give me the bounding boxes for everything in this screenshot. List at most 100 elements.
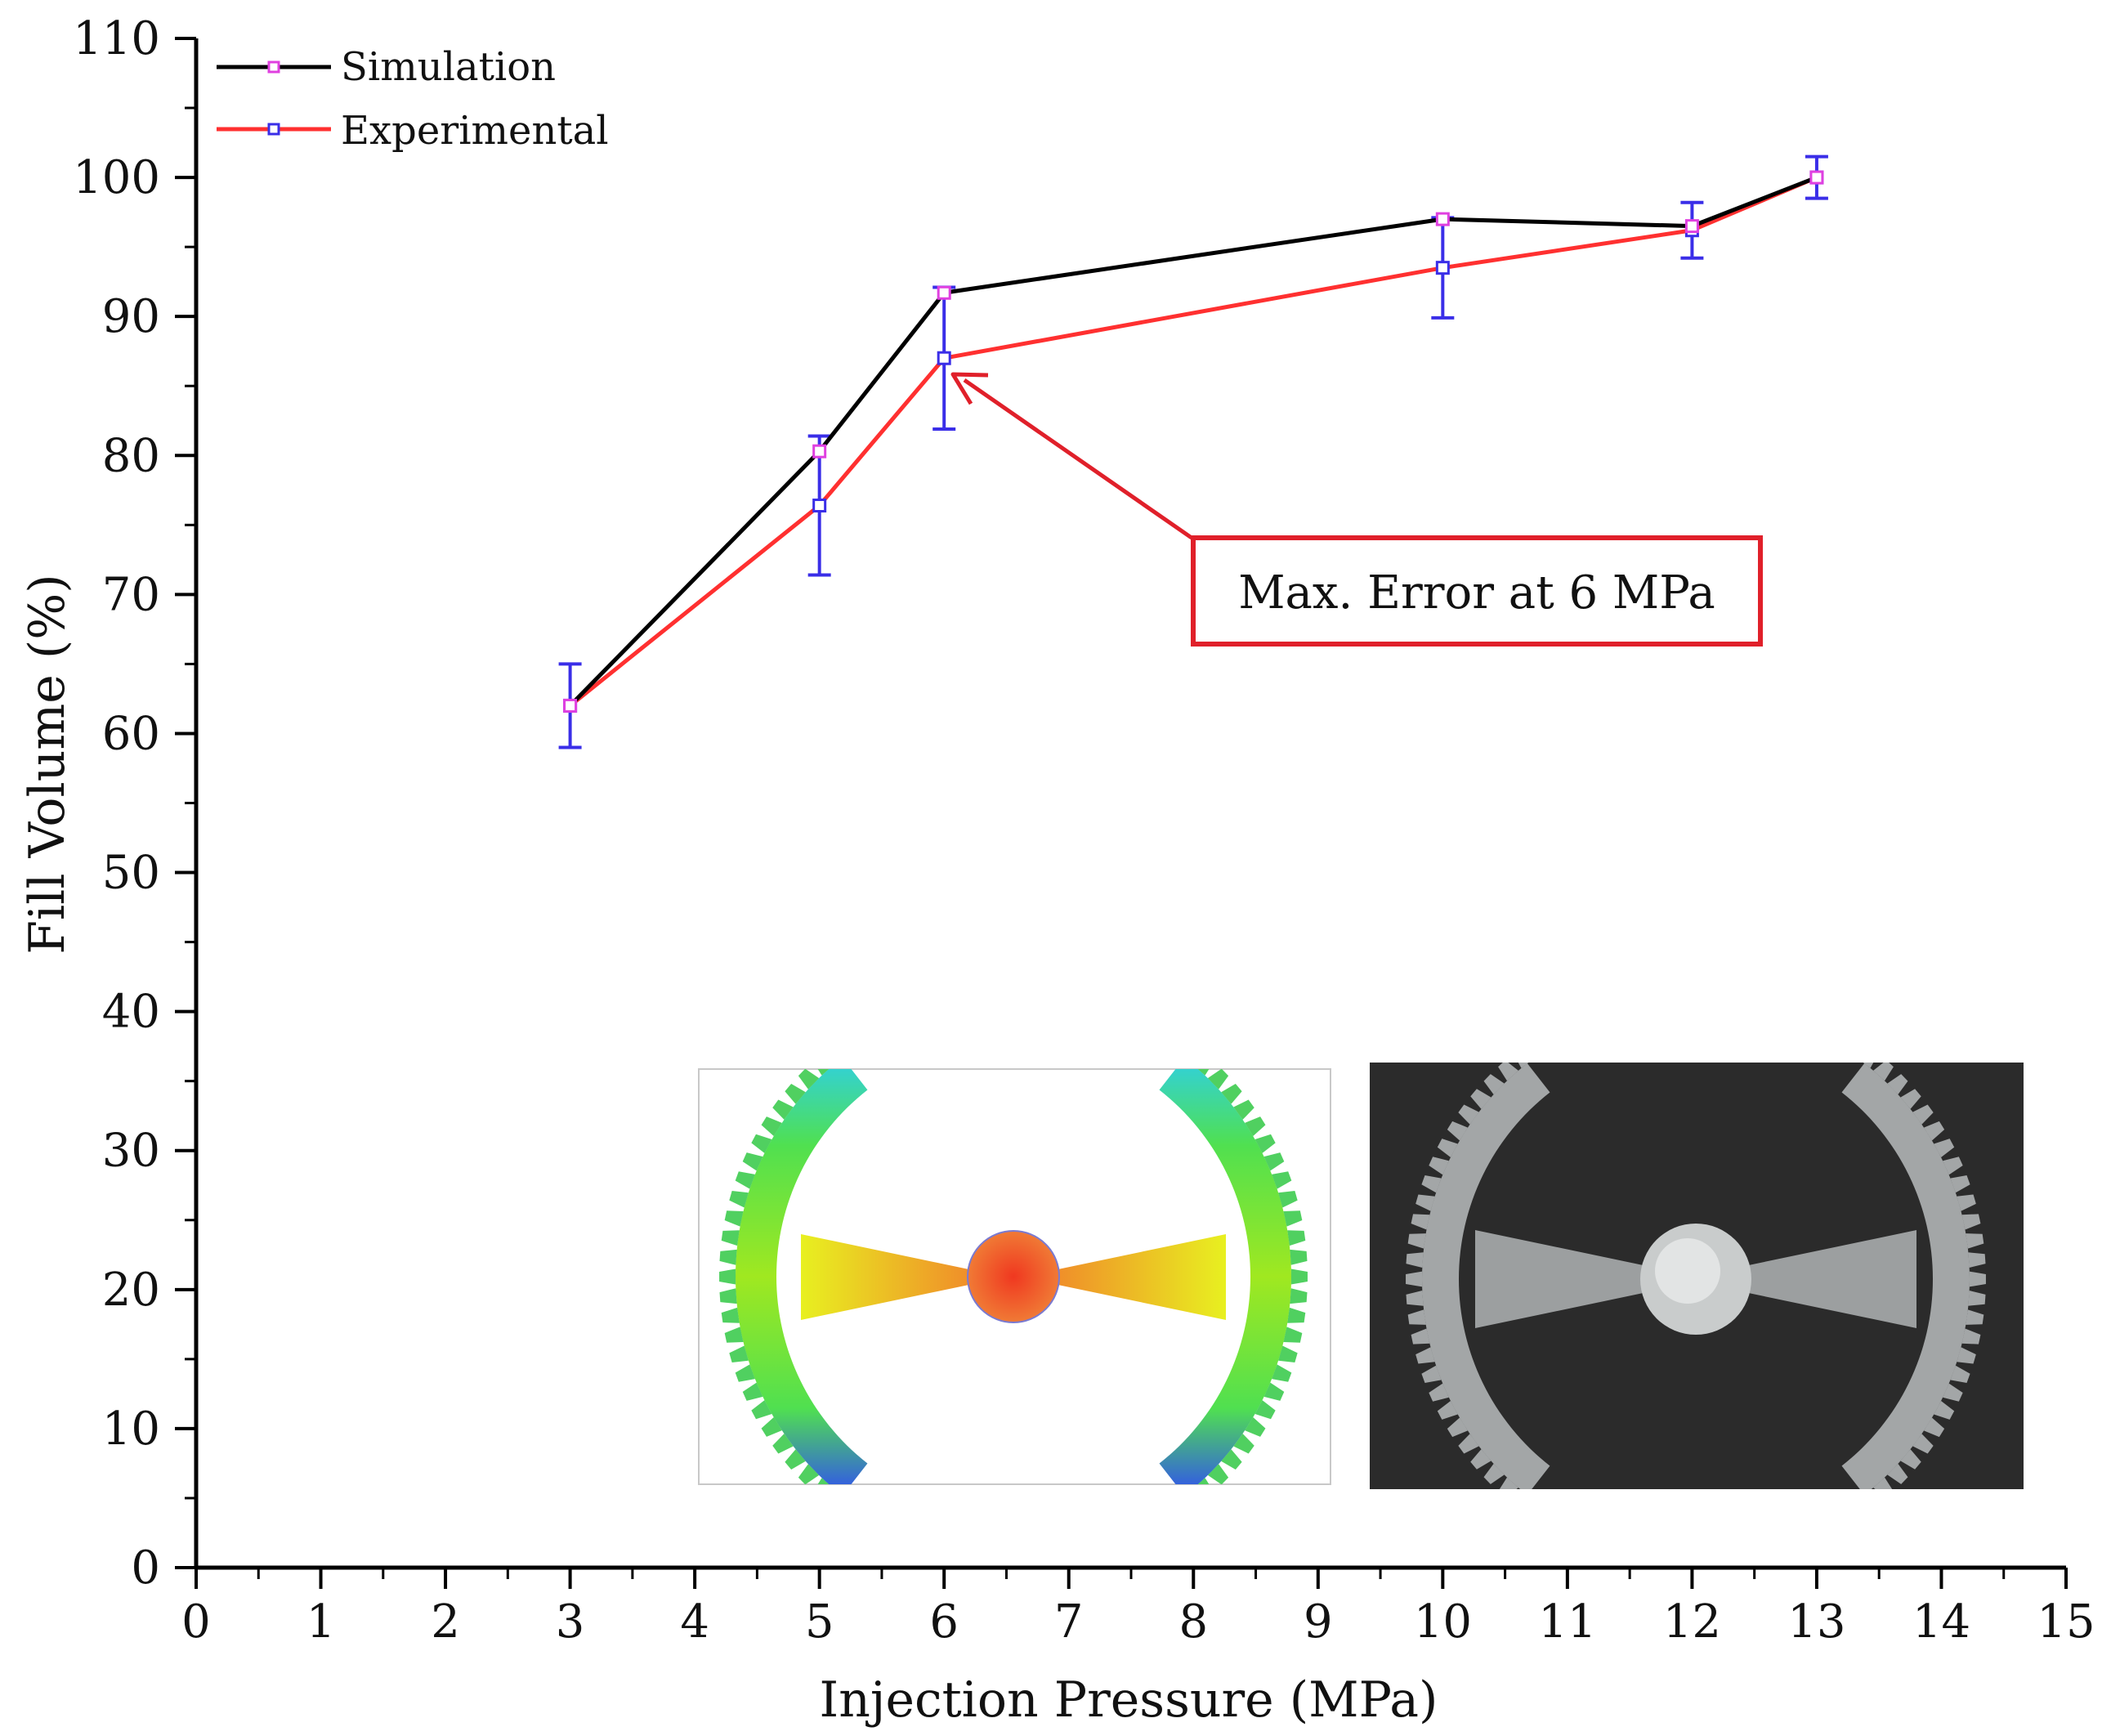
simulated-gear-graphic — [719, 1042, 1308, 1511]
photo-left-arc-tooth — [1447, 1121, 1468, 1141]
sim-left-arc-tooth — [742, 1152, 763, 1171]
photo-right-arc-tooth — [1966, 1233, 1984, 1249]
molded-gear-graphic — [1406, 1063, 1986, 1510]
y-tick-label: 50 — [102, 847, 160, 900]
photo-right-arc-tooth — [1858, 1490, 1878, 1510]
sim-left-arc-tooth — [798, 1464, 820, 1484]
sim-right-arc-tooth — [1287, 1307, 1306, 1323]
x-tick-label: 13 — [1787, 1595, 1845, 1649]
series-line-simulation — [568, 175, 1818, 708]
sim-right-arc-tooth — [1197, 1478, 1210, 1484]
sim-right-arc-tooth — [1197, 1069, 1210, 1076]
photo-right-arc-tooth — [1950, 1365, 1970, 1383]
photo-right-arc-tooth — [1873, 1477, 1893, 1489]
sim-left-arc-tooth — [751, 1134, 772, 1153]
data-point-simulation — [1684, 219, 1699, 234]
photo-right-arc-tooth — [1968, 1291, 1986, 1306]
sim-left-arc-tooth — [829, 1491, 849, 1511]
photo-left-arc-tooth — [1447, 1417, 1468, 1438]
sim-left-arc-tooth — [719, 1288, 737, 1304]
photo-right-arc-tooth — [1924, 1121, 1945, 1141]
x-tick-label: 11 — [1538, 1595, 1596, 1649]
photo-right-arc-tooth — [1912, 1434, 1934, 1454]
photo-left-arc-tooth — [1458, 1434, 1479, 1454]
simulation-inset — [698, 1042, 1331, 1511]
sim-left-arc-tooth — [829, 1042, 849, 1063]
series-experimental — [558, 154, 1828, 749]
sim-right-arc-tooth — [1207, 1464, 1229, 1484]
sim-right-arc-tooth — [1178, 1042, 1199, 1063]
sim-right-arc-tooth — [1221, 1084, 1242, 1104]
x-tick-label: 7 — [1054, 1595, 1084, 1649]
sim-right-arc-tooth — [1283, 1327, 1303, 1343]
sim-left-arc-tooth — [761, 1417, 782, 1437]
sim-left-arc-tooth — [719, 1268, 736, 1285]
sim-left-arc-tooth — [721, 1230, 740, 1246]
annotation-box — [1191, 535, 1763, 647]
y-tick-label: 90 — [102, 290, 160, 343]
photo-right-arc-tooth — [1966, 1309, 1984, 1325]
legend-marker-experimental — [267, 123, 280, 136]
sim-right-arc-tooth — [1233, 1099, 1254, 1120]
sim-right-arc-tooth — [1221, 1449, 1242, 1470]
sim-left-arc-tooth — [772, 1434, 794, 1454]
photo-left-arc-rim — [1422, 1063, 1550, 1489]
sim-left-arc-tooth — [729, 1345, 749, 1363]
photo-left-arc-tooth — [1518, 1063, 1529, 1068]
photo-left-arc-tooth — [1411, 1214, 1430, 1230]
y-tick-label: 60 — [102, 707, 160, 760]
photo-left-arc-tooth — [1483, 1463, 1505, 1484]
photo-left-arc-tooth — [1407, 1233, 1426, 1249]
sim-right-arc-tooth — [1263, 1382, 1285, 1401]
sim-right-arc-rim — [1159, 1069, 1291, 1484]
photo-left-arc-tooth — [1483, 1074, 1505, 1095]
annotation-arrow — [963, 378, 1193, 540]
sim-right-arc-tooth — [1290, 1288, 1308, 1304]
x-tick-label: 4 — [680, 1595, 709, 1649]
photo-left-arc-tooth — [1421, 1365, 1442, 1383]
legend-item-simulation: Simulation — [217, 44, 556, 90]
x-tick-label: 6 — [929, 1595, 959, 1649]
photo-right-arc-tooth — [1969, 1271, 1986, 1287]
photo-left-arc-tooth — [1406, 1252, 1424, 1268]
sim-right-arc-tooth — [1233, 1434, 1254, 1454]
photo-right-arc-tooth — [1873, 1063, 1894, 1081]
photo-left-arc-tooth — [1415, 1194, 1435, 1211]
photo-left-arc-tooth — [1406, 1271, 1423, 1287]
x-tick-label: 15 — [2037, 1595, 2095, 1649]
sim-right-arc-tooth — [1278, 1345, 1298, 1363]
photo-left-arc-tooth — [1415, 1347, 1435, 1364]
data-point-experimental — [937, 351, 951, 365]
x-tick-label: 9 — [1304, 1595, 1333, 1649]
x-tick-label: 14 — [1912, 1595, 1970, 1649]
y-tick-label: 100 — [73, 151, 160, 204]
photo-left-arc-tooth — [1514, 1490, 1533, 1510]
photo-left-arc-tooth — [1437, 1400, 1458, 1420]
data-point-simulation — [1809, 170, 1824, 185]
x-tick-label: 1 — [306, 1595, 336, 1649]
sim-right-arc-tooth — [1272, 1171, 1292, 1189]
photo-right-arc-tooth — [1957, 1194, 1976, 1211]
sim-right-arc-tooth — [1207, 1069, 1229, 1089]
photo-right-arc-tooth — [1943, 1383, 1963, 1402]
photo-right-arc-tooth — [1968, 1252, 1986, 1268]
sim-left-arc-tooth — [735, 1364, 755, 1382]
sim-left-arc-tooth — [817, 1478, 830, 1484]
photo-right-arc-tooth — [1924, 1417, 1945, 1438]
data-point-simulation — [563, 698, 578, 713]
x-tick-label: 3 — [556, 1595, 585, 1649]
data-point-experimental — [1435, 261, 1450, 275]
photo-left-arc-tooth — [1411, 1328, 1430, 1345]
photo-right-arc-tooth — [1943, 1157, 1963, 1175]
photo-left-arc-tooth — [1470, 1449, 1492, 1470]
sim-right-arc-tooth — [1245, 1116, 1266, 1136]
sim-left-arc-tooth — [798, 1069, 820, 1089]
photo-left-arc-tooth — [1429, 1157, 1449, 1175]
data-point-simulation — [1435, 212, 1450, 226]
y-tick-label: 30 — [102, 1125, 160, 1178]
sim-right-arc-tooth — [1283, 1210, 1303, 1227]
sim-left-arc-tooth — [785, 1084, 806, 1104]
sim-right-arc-tooth — [1287, 1230, 1306, 1246]
x-tick-label: 2 — [431, 1595, 460, 1649]
